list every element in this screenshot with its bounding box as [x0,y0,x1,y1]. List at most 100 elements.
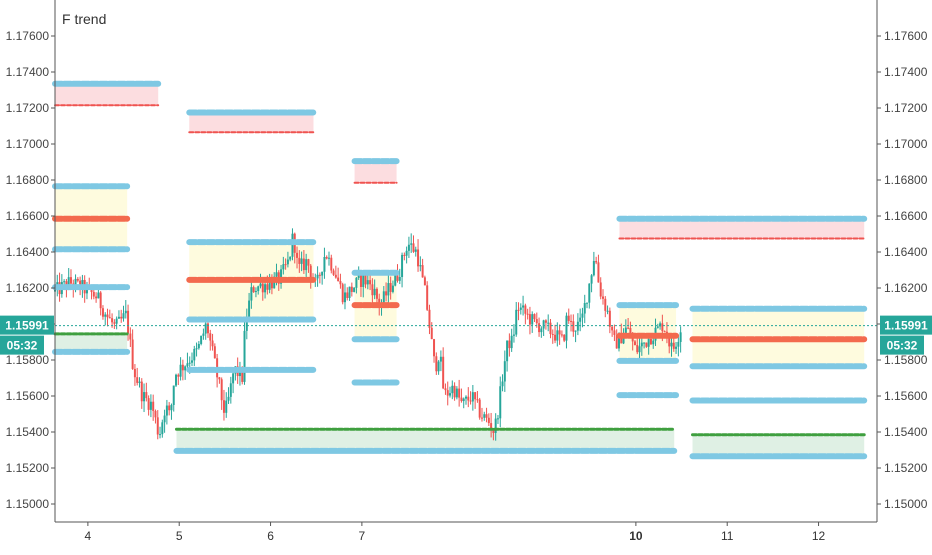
y-tick-label-right: 1.15200 [884,461,928,475]
candle-body [426,285,429,310]
candle-body [76,278,79,281]
candle-body [531,314,534,325]
candle-body [348,286,351,298]
countdown-badge [880,335,924,355]
x-tick-label: 6 [267,529,274,543]
candle-body [252,287,255,293]
candle-body [451,385,454,394]
candle-body [645,342,648,347]
candle-body [305,259,308,271]
countdown-badge [0,335,44,355]
candle-body [449,393,452,396]
candle-body [131,339,134,369]
candle-body [275,272,278,277]
candle-body [241,367,244,382]
candle-body [542,320,545,329]
candle-body [127,310,130,334]
candle-body [245,317,248,331]
y-tick-label-left: 1.15800 [6,353,50,367]
y-tick-label-left: 1.15400 [6,425,50,439]
candle-body [638,346,641,353]
candle-body [282,264,285,270]
y-tick-label-right: 1.16400 [884,245,928,259]
candle-body [611,326,614,331]
candle-body [259,283,262,287]
candle-body [373,288,376,296]
candle-body [622,335,625,344]
candle-body [460,397,463,402]
candle-body [264,284,267,293]
candle-body [261,283,264,293]
candle-body [353,287,356,292]
candle-body [143,392,146,402]
y-tick-label-right: 1.17200 [884,101,928,115]
candle-body [330,257,333,271]
candle-body [63,281,66,283]
candle-body [417,249,420,267]
candle-body [316,274,319,279]
candle-body [649,338,652,345]
candle-body [359,275,362,287]
candle-body [476,399,479,401]
candle-body [540,328,543,333]
x-tick-label: 10 [629,529,643,543]
candle-body [366,280,369,285]
candle-body [296,252,299,258]
candle-body [659,323,662,327]
candle-body [250,287,253,301]
candle-body [652,340,655,345]
candle-body [503,361,506,382]
candle-body [138,381,141,383]
candle-body [465,396,467,399]
candle-body [149,401,152,410]
candle-body [227,396,230,401]
candle-body [492,429,495,433]
x-tick-label: 12 [812,529,826,543]
candle-body [517,309,520,311]
candle-body [346,292,349,298]
y-tick-label-right: 1.16200 [884,281,928,295]
candle-body [92,291,95,297]
y-tick-label-left: 1.16400 [6,245,50,259]
candle-body [286,259,289,265]
candle-body [168,405,171,411]
candle-body [184,366,187,371]
y-tick-label-right: 1.15600 [884,389,928,403]
y-tick-label-right: 1.16800 [884,173,928,187]
candle-body [300,258,303,264]
candle-body [414,249,417,252]
candle-body [74,278,77,288]
candle-body [670,342,673,347]
candle-body [558,330,561,335]
candle-body [446,390,449,396]
y-tick-label-right: 1.17000 [884,137,928,151]
candle-body [213,346,216,359]
candle-body [437,361,440,372]
candle-body [204,323,207,334]
candle-body [567,315,570,321]
candle-body [496,418,499,420]
candle-body [318,274,321,276]
candle-body [200,335,203,344]
y-tick-label-left: 1.15600 [6,389,50,403]
chart-title: F trend [62,11,106,27]
candle-body [458,388,461,398]
candle-body [506,340,509,362]
candle-body [195,348,198,350]
candle-body [394,273,397,286]
candle-body [526,313,529,315]
candle-body [163,415,166,423]
y-tick-label-left: 1.17600 [6,29,50,43]
candle-body [549,322,552,335]
candle-body [309,265,312,278]
zone-band [189,112,314,133]
candle-body [117,316,120,319]
candle-body [69,277,72,284]
candle-body [193,348,196,361]
candle-body [268,280,271,290]
candle-body [556,330,559,341]
candle-body [510,335,513,349]
current-price-badge [880,315,932,335]
